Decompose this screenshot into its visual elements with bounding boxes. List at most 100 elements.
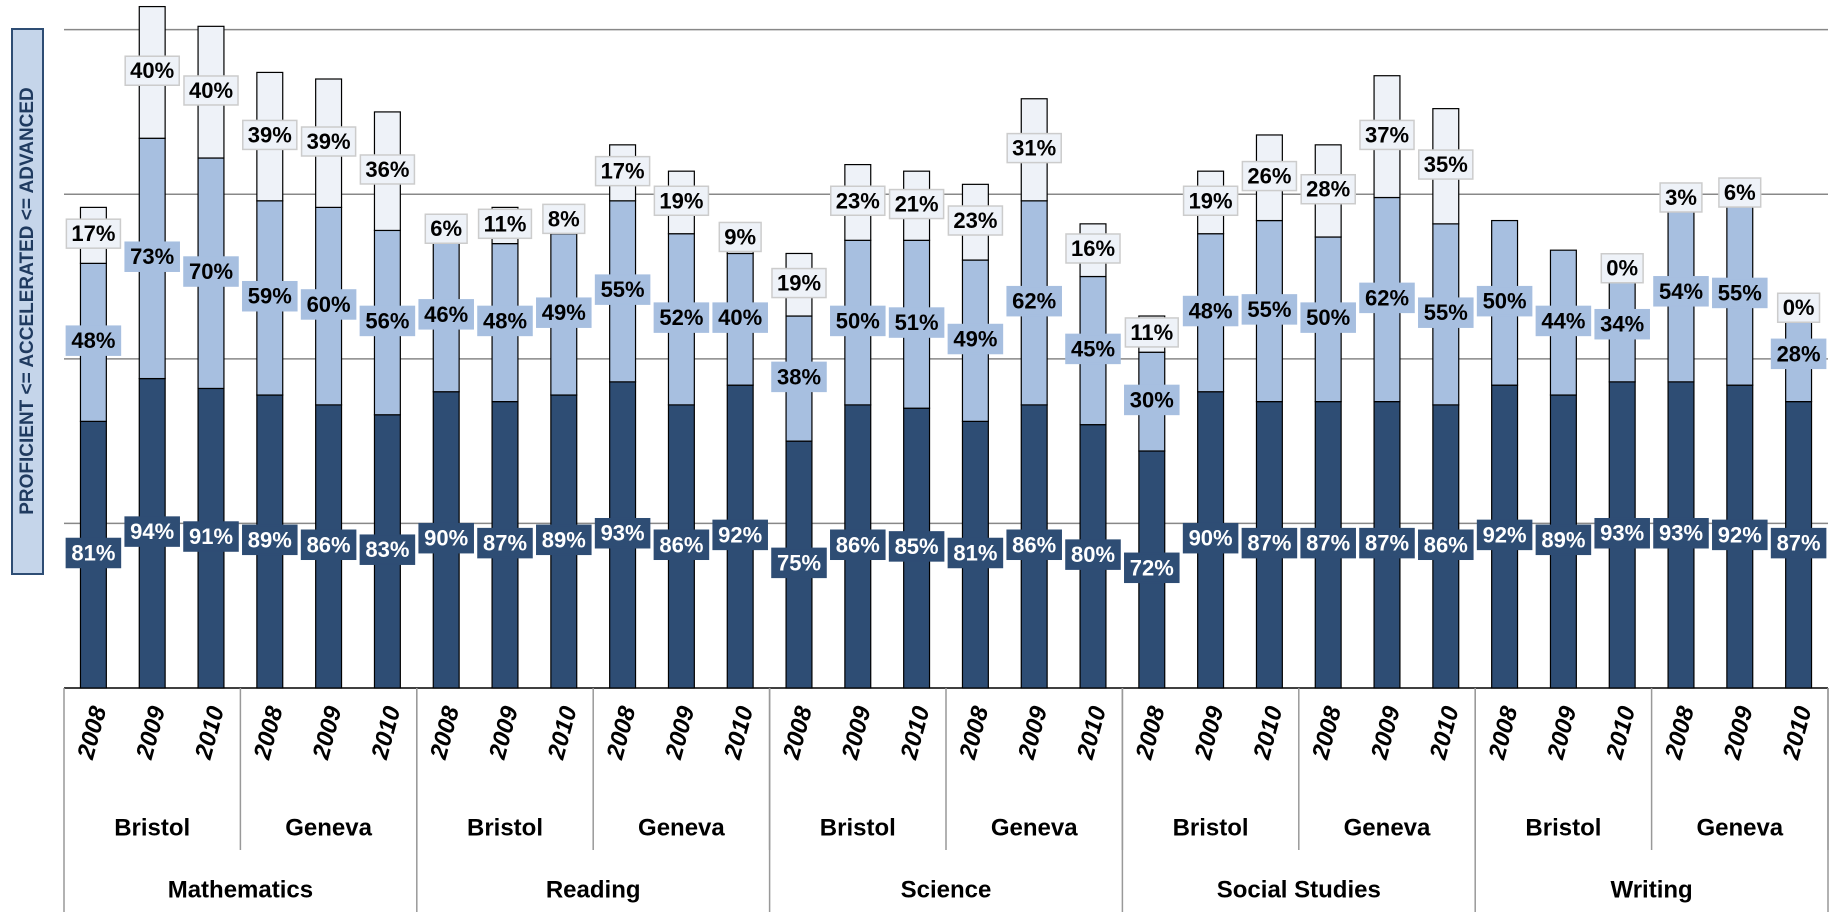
value-label-box xyxy=(1065,333,1121,365)
value-label: 3% xyxy=(1665,185,1697,210)
value-label-box xyxy=(1659,182,1703,213)
value-label: 40% xyxy=(189,78,233,103)
value-label-box xyxy=(830,529,886,561)
value-label: 80% xyxy=(1071,542,1115,567)
x-tick-label: 2008 xyxy=(954,703,994,763)
value-label: 93% xyxy=(601,521,645,546)
value-label: 31% xyxy=(1012,136,1056,161)
group-label: Geneva xyxy=(991,814,1078,841)
value-label-box xyxy=(1770,338,1827,370)
x-tick-label: 2008 xyxy=(72,703,112,763)
value-label: 70% xyxy=(189,259,233,284)
value-label-box xyxy=(712,519,768,551)
value-label: 92% xyxy=(1718,522,1762,547)
value-label: 89% xyxy=(1541,527,1585,552)
value-label-box xyxy=(1418,297,1474,328)
value-label: 8% xyxy=(548,206,580,231)
value-label-box xyxy=(1712,519,1768,551)
value-label: 86% xyxy=(1424,532,1468,557)
value-label: 40% xyxy=(718,305,762,330)
value-label-box xyxy=(1065,233,1121,264)
value-label-box xyxy=(300,289,357,320)
value-label-box xyxy=(124,516,180,547)
value-label: 48% xyxy=(71,328,115,353)
x-tick-label: 2008 xyxy=(248,703,288,763)
x-tick-label: 2008 xyxy=(778,703,818,763)
value-label: 35% xyxy=(1424,152,1468,177)
value-label: 86% xyxy=(836,532,880,557)
value-label: 6% xyxy=(430,216,462,241)
value-label: 86% xyxy=(1012,532,1056,557)
value-label-box xyxy=(1418,529,1474,561)
value-label: 6% xyxy=(1724,180,1756,205)
x-tick-label: 2009 xyxy=(484,703,524,763)
value-label-box xyxy=(1476,519,1533,551)
value-label: 55% xyxy=(1247,297,1291,322)
group-label: Reading xyxy=(546,876,641,903)
value-label-box xyxy=(888,307,945,338)
value-label: 9% xyxy=(724,224,756,249)
value-label-box xyxy=(65,537,122,569)
x-tick-label: 2008 xyxy=(425,703,465,763)
value-label: 73% xyxy=(130,244,174,269)
value-label: 11% xyxy=(484,211,527,236)
group-label: Geneva xyxy=(638,814,725,841)
value-label: 60% xyxy=(307,292,351,317)
value-label: 83% xyxy=(365,537,409,562)
group-label: Geneva xyxy=(1344,814,1431,841)
value-label-box xyxy=(771,547,827,579)
value-label: 75% xyxy=(777,550,821,575)
value-label-box xyxy=(300,126,357,157)
value-label: 49% xyxy=(953,327,997,352)
group-label: Bristol xyxy=(1525,814,1601,841)
value-label: 90% xyxy=(424,526,468,551)
value-label-box xyxy=(1241,294,1298,325)
value-label-box xyxy=(418,522,474,554)
value-label-box xyxy=(1124,384,1180,416)
value-label: 81% xyxy=(71,540,115,565)
value-label-box xyxy=(1006,529,1062,561)
value-label: 81% xyxy=(953,540,997,565)
x-tick-label: 2009 xyxy=(1366,703,1406,763)
value-label-box xyxy=(242,119,298,151)
value-label: 92% xyxy=(1483,522,1527,547)
value-label-box xyxy=(1718,177,1762,208)
value-label: 52% xyxy=(659,305,703,330)
x-tick-label: 2009 xyxy=(131,703,171,763)
x-tick-label: 2008 xyxy=(1130,703,1170,763)
value-label-box xyxy=(1535,305,1592,337)
value-label: 48% xyxy=(1189,299,1233,324)
value-label-box xyxy=(1600,252,1644,284)
x-tick-label: 2010 xyxy=(542,703,582,763)
value-label-box xyxy=(183,256,239,287)
value-label-box xyxy=(594,517,651,549)
value-label-box xyxy=(1065,539,1121,570)
value-label: 48% xyxy=(483,308,527,333)
value-label: 55% xyxy=(601,277,645,302)
value-label-box xyxy=(424,213,468,244)
value-label-box xyxy=(124,55,180,86)
value-label: 56% xyxy=(365,308,409,333)
x-tick-label: 2008 xyxy=(1483,703,1523,763)
value-label: 19% xyxy=(1189,188,1233,213)
value-label: 26% xyxy=(1247,164,1291,189)
group-label: Bristol xyxy=(467,814,543,841)
bars xyxy=(79,5,1813,689)
x-tick-label: 2008 xyxy=(601,703,641,763)
value-label-box xyxy=(1006,285,1062,317)
value-label-box xyxy=(1535,524,1592,556)
value-label-box xyxy=(653,185,710,217)
value-label-box xyxy=(183,75,239,106)
value-label-box xyxy=(1241,527,1298,559)
value-label-box xyxy=(542,203,586,235)
x-tick-label: 2008 xyxy=(1307,703,1347,763)
value-label: 87% xyxy=(1306,531,1350,556)
value-label-box xyxy=(1182,295,1239,327)
value-label: 87% xyxy=(1777,531,1821,556)
x-tick-label: 2009 xyxy=(1013,703,1053,763)
value-label: 86% xyxy=(659,532,703,557)
value-label-box xyxy=(653,302,710,333)
value-label-box xyxy=(830,185,886,217)
value-label-box xyxy=(653,529,710,561)
